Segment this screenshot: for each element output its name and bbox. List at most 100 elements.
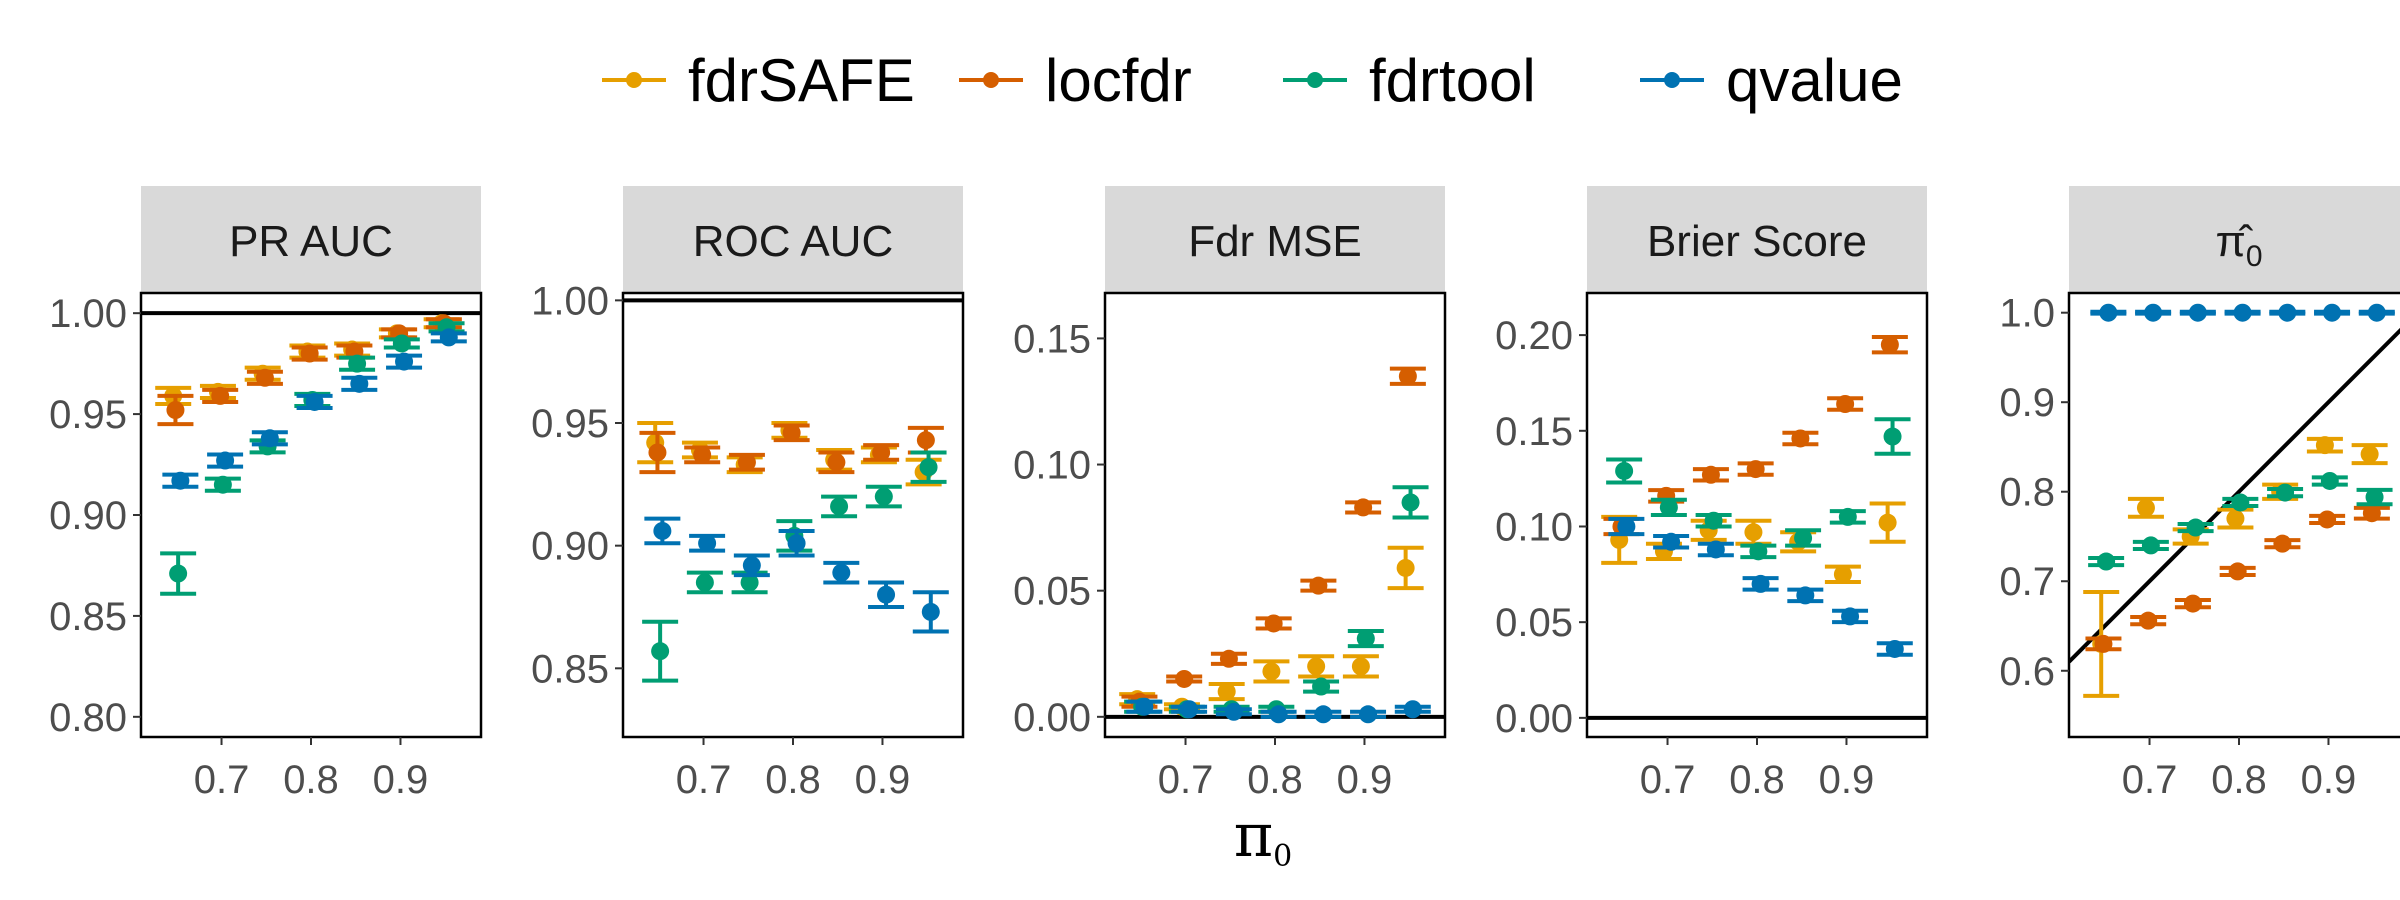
x-tick-label: 0.9 — [855, 758, 911, 802]
legend-label: fdrSAFE — [688, 47, 915, 114]
data-point — [1791, 429, 1810, 448]
data-point — [1309, 576, 1328, 595]
panel-title: Fdr MSE — [1188, 217, 1362, 266]
data-point — [2226, 509, 2245, 528]
panel-title: Brier Score — [1647, 217, 1867, 266]
data-point — [1841, 607, 1860, 626]
x-tick-label: 0.7 — [194, 758, 250, 802]
data-point — [874, 487, 893, 506]
plot-area — [1587, 293, 1927, 737]
data-point — [1796, 586, 1815, 605]
y-tick-label: 0.05 — [1013, 570, 1091, 614]
panel-strip — [623, 186, 963, 293]
data-point — [1354, 498, 1373, 517]
data-point — [827, 453, 846, 472]
data-point — [1264, 614, 1283, 633]
data-point — [2094, 634, 2113, 653]
data-point — [2276, 483, 2295, 502]
y-tick-label: 1.00 — [49, 292, 127, 336]
x-tick-label: 0.9 — [1337, 758, 1393, 802]
data-point — [348, 354, 367, 373]
data-point — [919, 458, 938, 477]
series-locfdr — [157, 314, 462, 427]
data-point — [740, 573, 759, 592]
x-axis-label-subscript: 0 — [1273, 839, 1292, 874]
legend-key-point — [1664, 72, 1680, 88]
data-point — [1217, 682, 1236, 701]
legend-label: locfdr — [1045, 47, 1192, 114]
x-tick-label: 0.9 — [2301, 758, 2357, 802]
series-qvalue — [1126, 697, 1431, 724]
data-point — [2362, 504, 2381, 523]
legend-item-fdrtool: fdrtool — [1283, 47, 1536, 114]
x-tick-label: 0.7 — [1158, 758, 1214, 802]
y-tick-label: 0.00 — [1013, 696, 1091, 740]
data-point — [2233, 303, 2252, 322]
data-point — [1794, 528, 1813, 547]
y-tick-label: 1.00 — [531, 279, 609, 323]
data-point — [1838, 507, 1857, 526]
series-fdrtool — [1606, 417, 1911, 561]
data-point — [1135, 697, 1154, 716]
data-point — [2183, 594, 2202, 613]
data-point — [1617, 517, 1636, 536]
x-tick-label: 0.8 — [2211, 758, 2267, 802]
legend-item-fdrsafe: fdrSAFE — [602, 47, 915, 114]
panel-0: π̂00.60.70.80.91.00.7 0.8 0.9 — [1999, 186, 2400, 802]
data-point — [1749, 542, 1768, 561]
identity-line — [2069, 327, 2400, 664]
data-point — [1403, 700, 1422, 719]
y-tick-label: 0.15 — [1013, 317, 1091, 361]
plot-area — [141, 293, 481, 737]
series-qvalue — [1608, 516, 1913, 658]
data-point — [916, 431, 935, 450]
y-tick-label: 0.8 — [1999, 471, 2055, 515]
data-point — [2365, 488, 2384, 507]
data-point — [350, 374, 369, 393]
legend-label: qvalue — [1726, 47, 1903, 114]
data-point — [1833, 565, 1852, 584]
x-tick-label: 0.7 — [2122, 758, 2178, 802]
x-tick-label: 0.7 — [676, 758, 732, 802]
series-qvalue — [2090, 303, 2395, 322]
panel-pr-auc: PR AUC 0.80 0.85 0.90 0.95 1.00 0.7 0.8 0.9 — [49, 186, 483, 802]
data-point — [2097, 552, 2116, 571]
data-point — [648, 443, 667, 462]
panel-strip — [1587, 186, 1927, 293]
data-point — [305, 392, 324, 411]
data-point — [2278, 303, 2297, 322]
data-point — [2139, 611, 2158, 630]
data-point — [782, 423, 801, 442]
data-point — [166, 401, 185, 420]
legend-label: fdrtool — [1369, 47, 1536, 114]
panel-title: PR AUC — [229, 217, 393, 266]
data-point — [1883, 427, 1902, 446]
data-point — [1398, 367, 1417, 386]
data-point — [1704, 511, 1723, 530]
data-point — [2318, 510, 2337, 529]
y-tick-label: 0.90 — [531, 525, 609, 569]
series-fdrtool — [2088, 471, 2393, 571]
y-tick-label: 0.7 — [1999, 560, 2055, 604]
legend-item-locfdr: locfdr — [959, 47, 1192, 114]
data-point — [2231, 493, 2250, 512]
data-point — [787, 534, 806, 553]
data-point — [300, 344, 319, 363]
data-point — [2136, 498, 2155, 517]
y-tick-label: 0.95 — [531, 402, 609, 446]
data-point — [651, 642, 670, 661]
x-tick-label: 0.8 — [1729, 758, 1785, 802]
y-tick-label: 0.10 — [1495, 505, 1573, 549]
data-point — [1175, 669, 1194, 688]
data-point — [877, 585, 896, 604]
data-point — [2188, 303, 2207, 322]
data-point — [1356, 629, 1375, 648]
data-point — [1269, 705, 1288, 724]
panel-roc-auc: ROC AUC 0.85 0.90 0.95 1.00 0.7 0.8 0.9 — [531, 186, 965, 802]
data-point — [653, 521, 672, 540]
y-tick-label: 0.05 — [1495, 601, 1573, 645]
panel-strip — [1105, 186, 1445, 293]
data-point — [1312, 677, 1331, 696]
data-point — [1359, 705, 1378, 724]
